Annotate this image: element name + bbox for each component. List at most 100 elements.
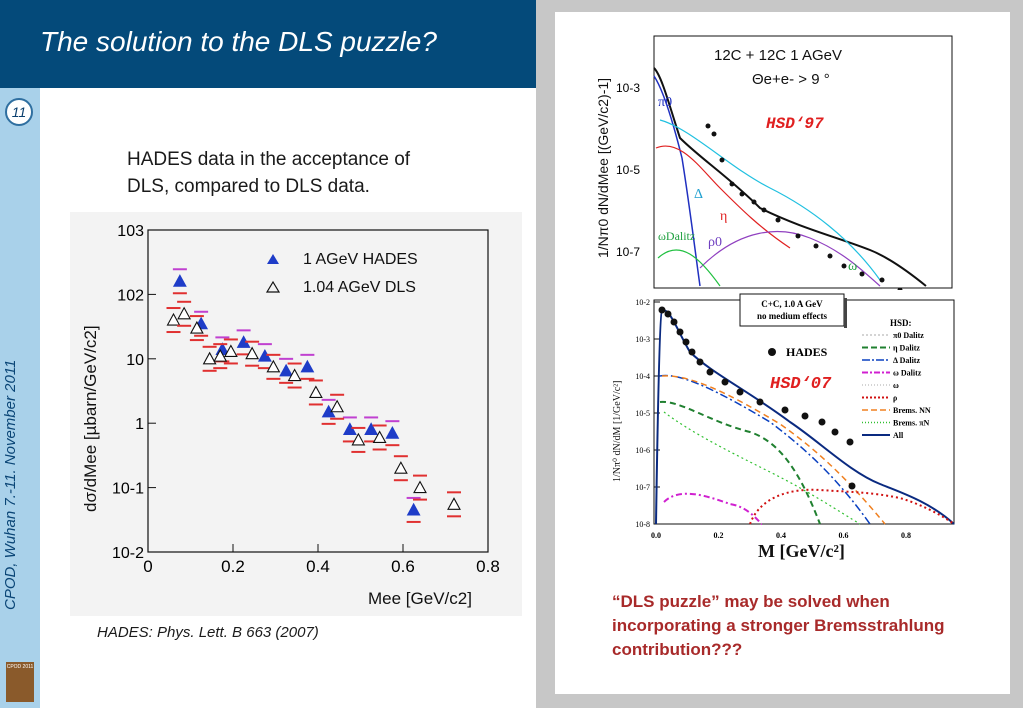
hades-dls-chart: 0 0.2 0.4 0.6 0.8 10-2 10-1 1 10 102 103 dσ/dMee [… — [81, 223, 500, 608]
hsd07-x-tick-label: 0.0 — [651, 531, 661, 540]
hsd07-y-tick-label: 10-4 — [635, 372, 650, 381]
x-tick-label: 0.2 — [221, 557, 245, 576]
hades-point — [385, 426, 400, 439]
hsd07-data-point — [664, 310, 672, 318]
hsd07-legend-item: π0 Dalitz — [893, 331, 924, 340]
dls-point — [393, 461, 408, 474]
hsd07-data-point — [676, 328, 684, 336]
y-tick-label: 10 — [126, 352, 144, 369]
x-tick-label: 0.8 — [476, 557, 500, 576]
hsd97-data-point — [705, 123, 711, 129]
hsd97-delta-label: Δ — [694, 187, 703, 202]
conference-logo — [6, 662, 34, 702]
hades-plot-background — [70, 212, 522, 616]
description: HADES data in the acceptance of DLS, com… — [127, 146, 410, 200]
hsd07-delta-curve — [659, 374, 871, 525]
conference-label: CPOD, Wuhan 7.-11. November 2011 — [2, 359, 19, 610]
hsd97-chart: 1/Nπ0 dN/dMee [(GeV/c2)-1] 10-3 10-5 10-… — [595, 35, 953, 290]
hsd07-brems-curve — [661, 375, 886, 525]
hsd07-data-point — [818, 418, 826, 426]
hsd97-omega-curve — [657, 249, 721, 287]
hsd07-chart: 1/Nπ⁰ dN/dM [1/GeV/c²] 10-2 10-3 10-4 10-5 1… — [612, 293, 955, 561]
hades-point — [279, 363, 294, 377]
hsd07-x-tick-label: 0.6 — [839, 531, 849, 540]
hades-point — [364, 422, 379, 435]
hsd97-delta-curve — [659, 119, 881, 281]
y-tick-label: 103 — [117, 223, 144, 240]
hsd07-data-point — [736, 388, 744, 396]
hsd07-box-line-1: C+C, 1.0 A GeV — [761, 299, 823, 309]
hsd07-legend-title: HSD: — [890, 318, 912, 328]
legend-hades: 1 AGeV HADES — [303, 251, 418, 268]
dls-point — [223, 344, 238, 358]
hsd07-eta-curve — [659, 400, 821, 525]
hsd97-pi0-label: π0 — [658, 95, 672, 110]
hsd07-legend-item: Brems. NN — [893, 406, 931, 415]
hsd97-data-point — [879, 277, 885, 283]
hsd07-data-point — [696, 358, 704, 366]
hsd07-y-tick-label: 10-7 — [635, 483, 650, 492]
dls-point — [308, 385, 323, 399]
hsd07-data-point — [781, 406, 789, 414]
hsd97-data-point — [813, 243, 819, 249]
legend-dls: 1.04 AGeV DLS — [303, 279, 416, 296]
hsd07-box-line-2: no medium effects — [757, 311, 827, 321]
dls-point — [287, 368, 302, 382]
dls-point — [202, 351, 217, 365]
dls-point — [166, 312, 181, 326]
hsd07-data-point — [831, 428, 839, 436]
hsd97-frame — [653, 35, 953, 289]
dls-point — [351, 432, 366, 446]
hades-point — [406, 502, 421, 516]
hsd97-data-point — [729, 181, 735, 187]
page-number: 11 — [11, 104, 27, 120]
hsd07-legend-item: ω Dalitz — [893, 369, 922, 378]
y-tick-label: 1 — [135, 416, 144, 433]
hsd07-data-point — [682, 338, 690, 346]
hsd07-legend-item: All — [893, 431, 904, 440]
hsd07-model-label: HSD‘07 — [770, 375, 832, 394]
hsd97-data-point — [711, 131, 717, 137]
hsd07-legend-item: Δ Dalitz — [893, 356, 920, 365]
hsd97-data-point — [719, 157, 725, 163]
slide-title: The solution to the DLS puzzle? — [40, 26, 437, 57]
dls-point — [177, 306, 192, 320]
hsd97-subtitle: Θe+e- > 9 ° — [752, 71, 830, 88]
hsd07-data-point — [658, 306, 666, 314]
hsd97-eta-label: η — [720, 209, 727, 224]
hsd97-rho-curve — [699, 230, 881, 287]
dls-point — [245, 346, 260, 360]
figure-card — [555, 12, 1010, 694]
hsd07-y-tick-label: 10-2 — [635, 298, 650, 307]
hsd97-data-point — [897, 287, 903, 290]
hsd97-omega-label: ω — [848, 259, 857, 274]
conclusion-text: “DLS puzzle” may be solved when incorpor… — [612, 592, 945, 659]
title-bar — [0, 0, 536, 88]
page-number-badge: 11 — [5, 98, 33, 126]
dls-point — [266, 359, 281, 373]
hsd07-rho-curve — [749, 488, 955, 525]
hsd97-total-curve — [653, 67, 927, 287]
hsd07-data-point — [670, 318, 678, 326]
legend-dls-marker — [265, 280, 281, 293]
hsd07-x-tick-label: 0.8 — [901, 531, 911, 540]
x-tick-label: 0.6 — [391, 557, 415, 576]
dls-point — [189, 320, 204, 334]
hsd97-eta-curve — [655, 145, 791, 249]
hsd07-hades-marker — [768, 348, 776, 356]
hsd07-y-tick-label: 10-5 — [635, 409, 650, 418]
hsd97-data-point — [827, 253, 833, 259]
hsd07-y-tick-label: 10-3 — [635, 335, 650, 344]
hsd97-tick-3: 10-7 — [616, 245, 640, 259]
description-line-1: HADES data in the acceptance of — [127, 149, 411, 170]
hsd07-legend-item: Brems. πN — [893, 419, 929, 428]
legend-hades-marker — [267, 254, 279, 264]
x-tick-label: 0.4 — [306, 557, 330, 576]
citation: HADES: Phys. Lett. B 663 (2007) — [97, 624, 319, 641]
hsd97-data-point — [841, 263, 847, 269]
description-line-2: DLS, compared to DLS data. — [127, 176, 370, 197]
dls-point — [330, 399, 345, 413]
y-tick-label: 102 — [117, 287, 144, 304]
hsd07-all-curve — [655, 309, 955, 525]
hsd07-data-point — [706, 368, 714, 376]
